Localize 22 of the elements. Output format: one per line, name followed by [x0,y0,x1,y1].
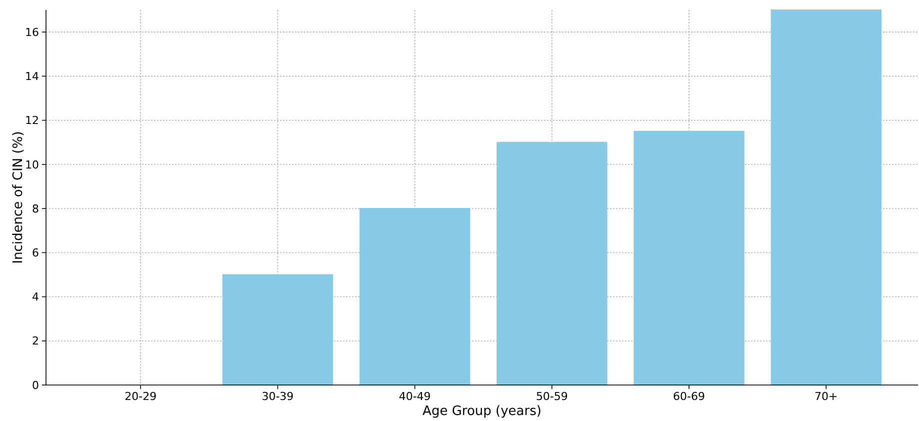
y-tick-label: 0 [32,378,39,392]
x-tick-label: 50-59 [536,390,568,403]
bar [359,208,470,386]
bar [770,10,882,386]
bar [634,130,744,386]
x-tick-label: 70+ [814,390,838,403]
y-tick-label: 8 [32,202,39,216]
x-tick-label: 60-69 [673,390,706,403]
y-axis-title: Incidence of CIN (%) [11,131,26,264]
bar [496,142,608,386]
y-tick-label: 12 [25,114,39,128]
y-tick-label: 6 [32,246,39,260]
y-tick-label: 10 [25,158,39,172]
y-tick-label: 2 [32,334,39,348]
y-tick-label: 14 [25,70,39,84]
y-tick-label: 4 [32,290,39,304]
bar [222,274,334,386]
x-tick-label: 20-29 [124,390,157,403]
x-axis-title: Age Group (years) [422,404,542,419]
x-tick-label: 40-49 [398,390,431,403]
y-tick-label: 16 [25,26,39,39]
x-tick-label: 30-39 [262,390,294,403]
